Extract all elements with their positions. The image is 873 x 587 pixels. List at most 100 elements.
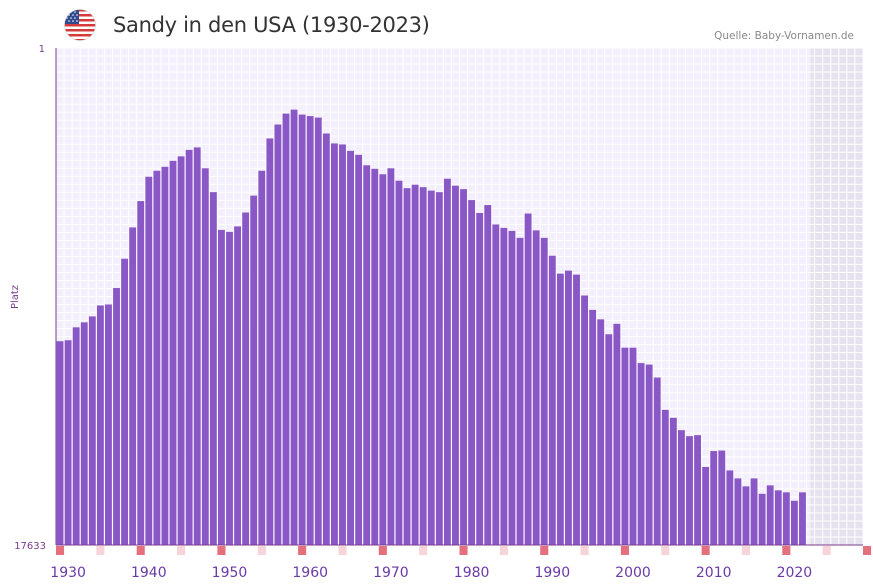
bar-2012[interactable] xyxy=(726,470,734,545)
bar-1998[interactable] xyxy=(613,323,621,545)
year-marker-1984 xyxy=(499,546,508,555)
bar-1976[interactable] xyxy=(435,192,443,545)
bar-2008[interactable] xyxy=(694,435,701,545)
bar-1940[interactable] xyxy=(145,176,153,545)
bar-1992[interactable] xyxy=(565,270,572,545)
bar-1959[interactable] xyxy=(298,114,306,546)
bar-1939[interactable] xyxy=(137,201,145,546)
bar-1938[interactable] xyxy=(129,227,137,546)
bar-2011[interactable] xyxy=(718,450,726,545)
bar-1950[interactable] xyxy=(226,231,233,545)
bar-1952[interactable] xyxy=(242,212,250,545)
bar-1942[interactable] xyxy=(161,166,169,545)
bar-2001[interactable] xyxy=(637,363,645,545)
bar-2004[interactable] xyxy=(661,409,669,545)
bar-1988[interactable] xyxy=(532,230,540,546)
bar-1983[interactable] xyxy=(492,224,500,545)
bar-1935[interactable] xyxy=(105,304,112,545)
year-marker-1939 xyxy=(136,546,145,555)
year-marker-1974 xyxy=(419,546,428,555)
bar-1941[interactable] xyxy=(153,170,161,545)
bar-1989[interactable] xyxy=(540,237,548,545)
bar-1956[interactable] xyxy=(274,124,282,546)
bar-1931[interactable] xyxy=(72,327,80,545)
bar-1981[interactable] xyxy=(476,213,484,545)
bar-1968[interactable] xyxy=(371,168,379,545)
bar-1969[interactable] xyxy=(379,174,387,545)
bar-1995[interactable] xyxy=(589,309,597,545)
bar-1949[interactable] xyxy=(218,229,225,546)
bar-1975[interactable] xyxy=(427,190,435,545)
bar-1955[interactable] xyxy=(266,138,274,546)
bar-1945[interactable] xyxy=(185,149,193,545)
bar-1967[interactable] xyxy=(363,165,371,546)
bar-2019[interactable] xyxy=(782,492,790,545)
bar-1944[interactable] xyxy=(177,156,185,545)
bar-2005[interactable] xyxy=(669,417,677,545)
bar-1982[interactable] xyxy=(484,205,492,545)
bar-1937[interactable] xyxy=(121,258,129,545)
bar-1947[interactable] xyxy=(201,168,209,546)
bar-2017[interactable] xyxy=(766,485,774,545)
bar-1954[interactable] xyxy=(258,170,266,545)
bar-1971[interactable] xyxy=(395,180,403,545)
bar-1958[interactable] xyxy=(290,109,298,546)
bar-1965[interactable] xyxy=(347,150,354,545)
bar-1974[interactable] xyxy=(419,187,427,545)
bar-2010[interactable] xyxy=(710,451,718,545)
bar-1933[interactable] xyxy=(88,316,96,545)
bar-1960[interactable] xyxy=(306,116,314,546)
bar-1996[interactable] xyxy=(597,319,605,545)
bar-1972[interactable] xyxy=(403,188,411,546)
year-marker-2029 xyxy=(863,546,872,555)
bar-2020[interactable] xyxy=(790,500,798,545)
bar-1997[interactable] xyxy=(605,334,613,545)
bar-1973[interactable] xyxy=(411,184,419,546)
bar-2016[interactable] xyxy=(758,493,766,545)
bar-1932[interactable] xyxy=(80,322,88,545)
bar-1936[interactable] xyxy=(113,288,120,545)
bar-1963[interactable] xyxy=(330,143,338,545)
year-marker-1994 xyxy=(580,546,589,555)
bar-1985[interactable] xyxy=(508,230,516,545)
bar-1986[interactable] xyxy=(516,237,524,545)
bar-1943[interactable] xyxy=(169,160,177,545)
bar-1993[interactable] xyxy=(573,274,580,545)
bar-2021[interactable] xyxy=(799,492,806,545)
bar-1980[interactable] xyxy=(468,200,476,545)
bar-1990[interactable] xyxy=(548,255,556,545)
bar-1979[interactable] xyxy=(460,189,467,545)
bar-1929[interactable] xyxy=(56,341,64,545)
bar-1994[interactable] xyxy=(581,295,589,545)
bar-1987[interactable] xyxy=(524,213,532,545)
bar-1964[interactable] xyxy=(339,144,346,545)
bar-2006[interactable] xyxy=(677,430,685,545)
bar-1930[interactable] xyxy=(64,340,72,545)
bar-1957[interactable] xyxy=(282,113,290,545)
year-marker-2024 xyxy=(822,546,831,555)
bar-1978[interactable] xyxy=(452,185,459,545)
bar-1948[interactable] xyxy=(209,192,217,545)
bar-1962[interactable] xyxy=(322,133,330,545)
bar-2013[interactable] xyxy=(734,478,742,545)
bar-2000[interactable] xyxy=(629,347,637,545)
bar-2014[interactable] xyxy=(742,486,750,545)
bar-1951[interactable] xyxy=(234,226,242,545)
bar-1946[interactable] xyxy=(193,147,201,545)
bar-2018[interactable] xyxy=(774,490,782,545)
bar-1977[interactable] xyxy=(443,178,451,545)
bar-2015[interactable] xyxy=(750,478,758,545)
bar-1966[interactable] xyxy=(355,154,363,546)
bar-2009[interactable] xyxy=(702,466,710,545)
bar-2002[interactable] xyxy=(645,364,653,545)
bar-1970[interactable] xyxy=(387,168,395,546)
y-tick-label-top: 1 xyxy=(39,44,45,55)
bar-2003[interactable] xyxy=(653,377,661,545)
bar-1984[interactable] xyxy=(500,227,508,545)
bar-2007[interactable] xyxy=(686,436,693,545)
bar-1961[interactable] xyxy=(314,117,322,545)
bar-1953[interactable] xyxy=(250,195,258,545)
bar-1934[interactable] xyxy=(96,305,104,545)
bar-1991[interactable] xyxy=(556,273,564,545)
bar-1999[interactable] xyxy=(621,347,629,545)
